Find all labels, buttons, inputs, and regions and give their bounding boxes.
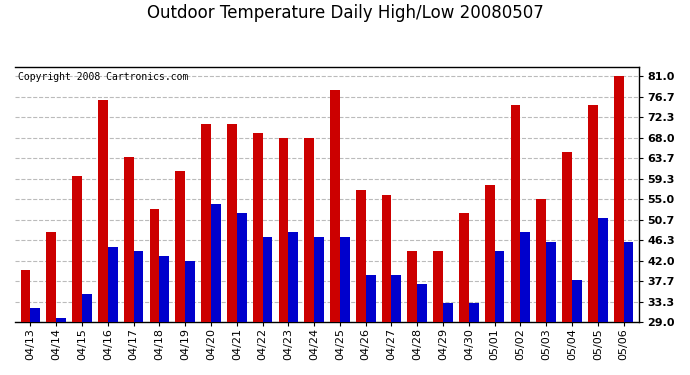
Bar	[279, 138, 288, 322]
Bar	[72, 176, 82, 322]
Bar	[134, 251, 144, 322]
Bar	[340, 237, 350, 322]
Bar	[511, 105, 520, 322]
Bar	[237, 213, 246, 322]
Bar	[82, 294, 92, 322]
Bar	[469, 303, 479, 322]
Bar	[520, 232, 530, 322]
Bar	[201, 123, 211, 322]
Bar	[546, 242, 556, 322]
Bar	[124, 157, 134, 322]
Bar	[21, 270, 30, 322]
Bar	[108, 247, 117, 322]
Bar	[30, 308, 40, 322]
Bar	[417, 285, 427, 322]
Bar	[391, 275, 402, 322]
Bar	[598, 218, 608, 322]
Bar	[253, 133, 263, 322]
Bar	[175, 171, 185, 322]
Bar	[356, 190, 366, 322]
Bar	[614, 76, 624, 322]
Bar	[495, 251, 504, 322]
Bar	[150, 209, 159, 322]
Bar	[366, 275, 375, 322]
Bar	[572, 280, 582, 322]
Bar	[304, 138, 314, 322]
Bar	[624, 242, 633, 322]
Bar	[46, 232, 57, 322]
Bar	[57, 318, 66, 322]
Bar	[159, 256, 169, 322]
Bar	[382, 195, 391, 322]
Bar	[443, 303, 453, 322]
Bar	[98, 100, 108, 322]
Bar	[485, 185, 495, 322]
Text: Copyright 2008 Cartronics.com: Copyright 2008 Cartronics.com	[18, 72, 188, 82]
Bar	[408, 251, 417, 322]
Bar	[288, 232, 298, 322]
Bar	[433, 251, 443, 322]
Bar	[263, 237, 273, 322]
Bar	[562, 152, 572, 322]
Bar	[314, 237, 324, 322]
Bar	[330, 90, 340, 322]
Bar	[185, 261, 195, 322]
Text: Outdoor Temperature Daily High/Low 20080507: Outdoor Temperature Daily High/Low 20080…	[146, 4, 544, 22]
Bar	[536, 199, 546, 322]
Bar	[227, 123, 237, 322]
Bar	[588, 105, 598, 322]
Bar	[459, 213, 469, 322]
Bar	[211, 204, 221, 322]
